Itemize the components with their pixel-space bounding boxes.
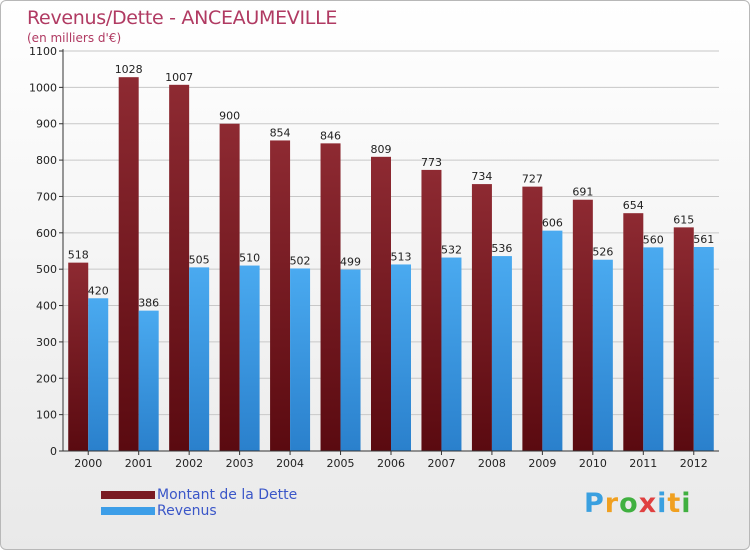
- x-tick-label: 2002: [175, 457, 203, 470]
- x-tick-label: 2006: [377, 457, 405, 470]
- bar-debt: [169, 84, 190, 452]
- x-tick-label: 2012: [680, 457, 708, 470]
- data-label-debt: 1028: [115, 63, 143, 76]
- logo-letter: r: [604, 488, 620, 519]
- data-label-debt: 900: [219, 110, 240, 123]
- logo-letter: t: [667, 488, 682, 519]
- data-label-revenue: 386: [138, 297, 159, 310]
- legend-item-debt: Montant de la Dette: [101, 487, 297, 503]
- bar-revenue: [290, 268, 311, 451]
- y-tick-label: 100: [36, 409, 57, 422]
- data-label-debt: 773: [421, 156, 442, 169]
- bar-debt: [371, 156, 391, 451]
- x-tick-label: 2009: [528, 457, 556, 470]
- proxiti-logo: Proxiti: [584, 488, 692, 519]
- logo-letter: i: [657, 488, 668, 519]
- data-label-revenue: 513: [391, 250, 412, 263]
- y-tick-label: 800: [36, 154, 57, 167]
- data-label-debt: 809: [371, 143, 392, 156]
- y-tick-label: 900: [36, 118, 57, 131]
- y-tick-label: 500: [36, 263, 57, 276]
- legend-swatch-debt: [101, 491, 155, 499]
- logo-letter: x: [638, 488, 658, 519]
- bar-revenue: [138, 310, 159, 451]
- logo-letter: i: [681, 488, 692, 519]
- bar-revenue: [340, 269, 361, 451]
- data-label-revenue: 502: [290, 254, 311, 267]
- bar-revenue: [592, 259, 613, 451]
- logo-letter: P: [584, 488, 605, 519]
- bar-debt: [572, 199, 593, 451]
- y-tick-label: 300: [36, 336, 57, 349]
- bar-revenue: [643, 247, 664, 451]
- data-label-debt: 846: [320, 129, 341, 142]
- bar-debt: [320, 143, 341, 451]
- y-tick-label: 400: [36, 300, 57, 313]
- data-label-revenue: 532: [441, 244, 462, 257]
- bar-revenue: [693, 247, 714, 451]
- bar-debt: [471, 184, 492, 451]
- chart-subtitle: (en milliers d'€): [27, 31, 122, 45]
- bar-revenue: [542, 230, 563, 451]
- x-tick-label: 2011: [629, 457, 657, 470]
- data-label-debt: 1007: [165, 71, 193, 84]
- data-label-revenue: 526: [592, 246, 613, 259]
- bar-revenue: [491, 256, 512, 451]
- bar-revenue: [441, 257, 462, 451]
- x-tick-label: 2008: [478, 457, 506, 470]
- y-tick-label: 200: [36, 372, 57, 385]
- bar-revenue: [391, 264, 411, 451]
- data-label-debt: 734: [471, 170, 492, 183]
- bar-debt: [623, 213, 644, 451]
- bar-debt: [522, 186, 543, 452]
- bar-revenue: [239, 265, 260, 451]
- y-tick-label: 600: [36, 227, 57, 240]
- legend: Montant de la Dette Revenus: [101, 487, 297, 519]
- data-label-debt: 654: [623, 199, 644, 212]
- x-tick-label: 2001: [125, 457, 153, 470]
- y-tick-label: 0: [50, 445, 57, 458]
- data-label-revenue: 560: [643, 233, 664, 246]
- bar-debt: [118, 77, 139, 451]
- legend-label-revenue: Revenus: [157, 503, 217, 519]
- data-label-debt: 691: [572, 186, 593, 199]
- legend-label-debt: Montant de la Dette: [157, 487, 298, 503]
- data-label-revenue: 561: [693, 233, 714, 246]
- x-tick-label: 2010: [579, 457, 607, 470]
- x-tick-label: 2003: [226, 457, 254, 470]
- y-tick-label: 1000: [29, 81, 57, 94]
- x-tick-label: 2000: [74, 457, 102, 470]
- chart-title: Revenus/Dette - ANCEAUMEVILLE: [27, 7, 338, 29]
- data-label-revenue: 510: [239, 252, 260, 265]
- data-label-revenue: 420: [88, 284, 109, 297]
- data-label-debt: 727: [522, 173, 543, 186]
- y-tick-label: 700: [36, 190, 57, 203]
- data-label-revenue: 606: [542, 217, 563, 230]
- bar-revenue: [88, 298, 109, 451]
- data-label-revenue: 536: [491, 242, 512, 255]
- bar-debt: [270, 140, 291, 452]
- x-tick-label: 2004: [276, 457, 304, 470]
- bar-debt: [219, 123, 240, 452]
- data-label-debt: 518: [68, 249, 89, 262]
- legend-swatch-revenue: [101, 507, 155, 515]
- data-label-debt: 854: [270, 126, 291, 139]
- bar-debt: [421, 169, 442, 451]
- y-tick-label: 1100: [29, 45, 57, 58]
- bar-debt: [68, 262, 89, 451]
- data-label-revenue: 505: [189, 253, 210, 266]
- x-tick-label: 2007: [427, 457, 455, 470]
- data-label-debt: 615: [673, 213, 694, 226]
- data-label-revenue: 499: [340, 256, 361, 269]
- x-tick-label: 2005: [327, 457, 355, 470]
- bar-revenue: [189, 267, 210, 451]
- legend-item-revenue: Revenus: [101, 503, 297, 519]
- bar-debt: [673, 227, 694, 451]
- logo-letter: o: [619, 488, 639, 519]
